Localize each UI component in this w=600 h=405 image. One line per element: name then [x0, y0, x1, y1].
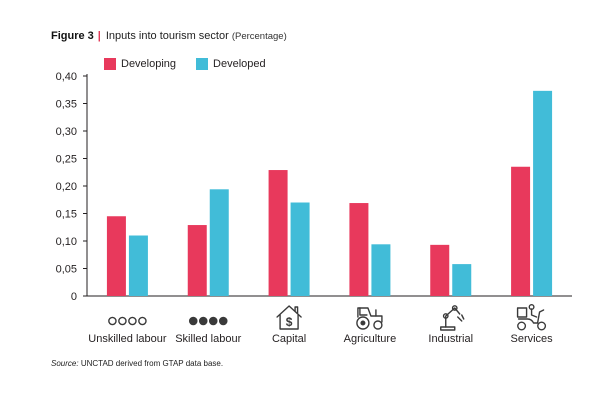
source-text: UNCTAD derived from GTAP data base. [80, 359, 224, 368]
y-tick-label: 0,30 [56, 126, 77, 138]
bar-developed [290, 202, 310, 296]
y-tick-label: 0,05 [56, 264, 77, 276]
y-tick-label: 0,10 [56, 236, 77, 248]
y-tick-label: 0,40 [56, 71, 77, 83]
legend-item-developed: Developed [196, 58, 266, 70]
chart-legend: Developing Developed [104, 58, 286, 70]
x-tick-label: Services [510, 333, 553, 345]
svg-text:$: $ [286, 315, 293, 329]
scooter-delivery-icon [516, 303, 547, 331]
x-tick-label: Industrial [428, 333, 473, 345]
source-note: Source: UNCTAD derived from GTAP data ba… [51, 359, 223, 368]
legend-swatch-developed [196, 58, 209, 70]
bar-developing [106, 216, 126, 296]
figure-header: Figure 3 | Inputs into tourism sector (Per… [51, 30, 287, 42]
bar-developed [533, 90, 553, 296]
chart-title: Inputs into tourism sector [105, 30, 229, 42]
bar-developing [349, 203, 369, 296]
legend-item-developing: Developing [104, 58, 176, 70]
x-tick-label: Capital [272, 333, 306, 345]
bar-developed [452, 264, 472, 296]
bar-developing [430, 244, 450, 296]
tractor-icon [356, 307, 383, 330]
bar-developing [187, 225, 207, 296]
four-empty-circles-icon [108, 316, 147, 326]
bar-developed [371, 244, 391, 296]
y-tick-label: 0,25 [56, 154, 77, 166]
bar-developing [511, 166, 531, 296]
house-dollar-icon: $ [276, 305, 302, 330]
bar-developed [209, 189, 229, 296]
legend-label-developed: Developed [213, 58, 266, 70]
source-label: Source: [51, 359, 79, 368]
chart-subtitle: (Percentage) [231, 31, 287, 42]
four-filled-circles-icon [188, 316, 228, 326]
x-tick-label: Skilled labour [175, 333, 241, 345]
legend-swatch-developing [104, 58, 116, 70]
bar-developing [268, 170, 288, 296]
x-tick-label: Unskilled labour [88, 333, 167, 345]
legend-label-developing: Developing [121, 58, 177, 70]
y-tick-label: 0,15 [56, 209, 77, 221]
title-separator: | [97, 30, 101, 42]
y-tick-label: 0,35 [56, 99, 77, 111]
y-tick-label: 0,20 [56, 181, 77, 193]
y-tick-label: 0 [71, 291, 77, 303]
robot-arm-icon [440, 305, 465, 331]
bar-developed [128, 235, 148, 296]
figure-label: Figure 3 [51, 30, 94, 42]
x-tick-label: Agriculture [344, 333, 397, 345]
